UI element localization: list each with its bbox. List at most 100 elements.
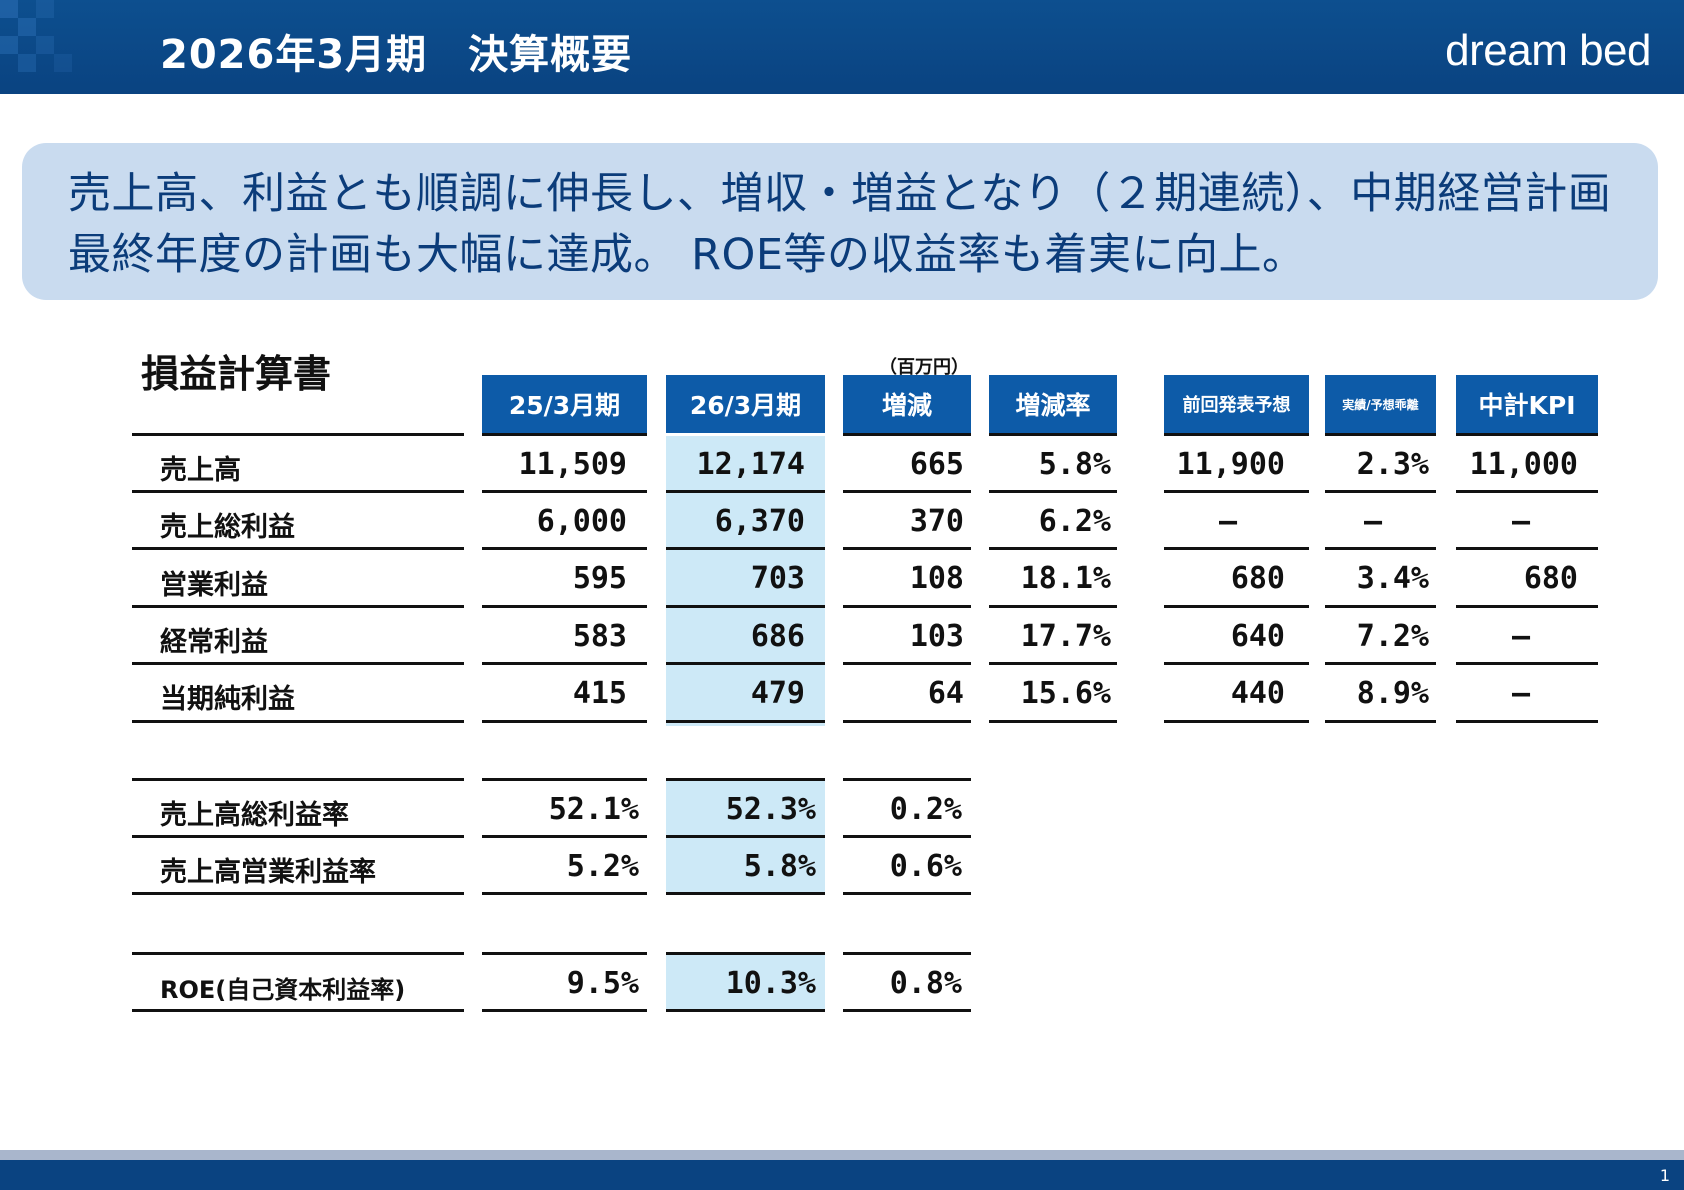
table-rule [132,1009,464,1012]
cell-diff: 103 [909,619,964,654]
cell-curr: 5.8% [743,849,816,884]
summary-line-2: 最終年度の計画も大幅に達成。 ROE等の収益率も着実に向上。 [68,230,1306,280]
cell-variance: 3.4% [1356,561,1429,596]
table-rule [482,720,647,723]
table-rule [482,835,647,838]
cell-diff: 370 [909,504,964,539]
table-rule [666,835,825,838]
table-rule [666,892,825,895]
table-rule [482,547,647,550]
current-column-highlight [666,436,825,726]
table-rule [666,605,825,608]
table-rule [132,547,464,550]
table-rule [482,433,647,436]
row-label-roe: ROE(自己資本利益率) [160,976,406,1004]
col-header-diff: 増減 [843,375,971,433]
cell-variance: 2.3% [1356,447,1429,482]
cell-kpi: ― [1512,504,1531,539]
cell-diff: 0.2% [889,792,962,827]
table-rule [843,1009,971,1012]
table-rule [1164,662,1309,665]
current-column-highlight-roe [666,955,825,1010]
table-rule [666,662,825,665]
row-label-gross-profit: 売上総利益 [160,512,295,543]
cell-variance: 7.2% [1356,619,1429,654]
table-rule [666,952,825,955]
table-rule [1325,547,1436,550]
cell-prev: 595 [572,561,627,596]
cell-curr: 686 [750,619,805,654]
table-rule [132,433,464,436]
footer-strip [0,1150,1684,1160]
table-rule [1325,490,1436,493]
table-rule [132,835,464,838]
table-rule [666,490,825,493]
table-rule [1164,433,1309,436]
cell-kpi: 680 [1523,561,1578,596]
table-rule [1456,433,1598,436]
cell-rate: 5.8% [1038,447,1111,482]
row-label-ordinary-profit: 経常利益 [160,627,268,658]
row-label-operating-profit: 営業利益 [160,570,268,601]
cell-variance: ― [1364,504,1383,539]
table-rule [132,605,464,608]
table-rule [1325,605,1436,608]
table-rule [843,662,971,665]
row-label-net-profit: 当期純利益 [160,684,295,715]
table-rule [132,892,464,895]
table-rule [482,952,647,955]
table-rule [1164,605,1309,608]
cell-curr: 52.3% [725,792,816,827]
cell-prev: 9.5% [566,966,639,1001]
table-rule [1456,662,1598,665]
table-rule [989,720,1117,723]
table-rule [132,952,464,955]
cell-rate: 17.7% [1020,619,1111,654]
table-rule [1456,605,1598,608]
table-rule [989,605,1117,608]
col-header-prev: 25/3月期 [482,375,647,433]
cell-forecast: 680 [1230,561,1285,596]
cell-diff: 665 [909,447,964,482]
cell-kpi: 11,000 [1469,447,1578,482]
cell-curr: 703 [750,561,805,596]
table-rule [989,547,1117,550]
table-rule [1325,720,1436,723]
table-rule [482,892,647,895]
cell-diff: 0.6% [889,849,962,884]
cell-prev: 583 [572,619,627,654]
summary-line-1: 売上高、利益とも順調に伸長し、増収・増益となり（２期連続）、中期経営計画 [68,169,1612,219]
table-rule [843,490,971,493]
row-label-gross-margin: 売上高総利益率 [160,800,349,831]
table-rule [132,490,464,493]
table-rule [1164,720,1309,723]
table-rule [482,605,647,608]
table-rule [666,778,825,781]
cell-diff: 0.8% [889,966,962,1001]
cell-prev: 5.2% [566,849,639,884]
col-header-forecast: 前回発表予想 [1164,375,1309,433]
cell-prev: 6,000 [536,504,627,539]
cell-curr: 6,370 [714,504,805,539]
summary-banner: 売上高、利益とも順調に伸長し、増収・増益となり（２期連続）、中期経営計画 最終年… [22,143,1658,300]
cell-curr: 10.3% [725,966,816,1001]
table-rule [666,547,825,550]
header-bar: 2026年3月期 決算概要 dream bed [0,0,1684,94]
unit-label: （百万円） [879,357,969,378]
company-logo: dream bed [1445,26,1651,75]
cell-diff: 64 [927,676,964,711]
col-header-kpi: 中計KPI [1456,375,1598,433]
table-rule [132,778,464,781]
table-rule [1325,433,1436,436]
footer-bar [0,1160,1684,1190]
table-rule [843,547,971,550]
row-label-sales: 売上高 [160,455,241,486]
cell-forecast: 11,900 [1176,447,1285,482]
cell-variance: 8.9% [1356,676,1429,711]
cell-forecast: ― [1219,504,1238,539]
table-rule [989,490,1117,493]
col-header-variance: 実績/予想乖離 [1325,375,1436,433]
table-rule [482,1009,647,1012]
table-rule [1164,547,1309,550]
cell-curr: 12,174 [696,447,805,482]
